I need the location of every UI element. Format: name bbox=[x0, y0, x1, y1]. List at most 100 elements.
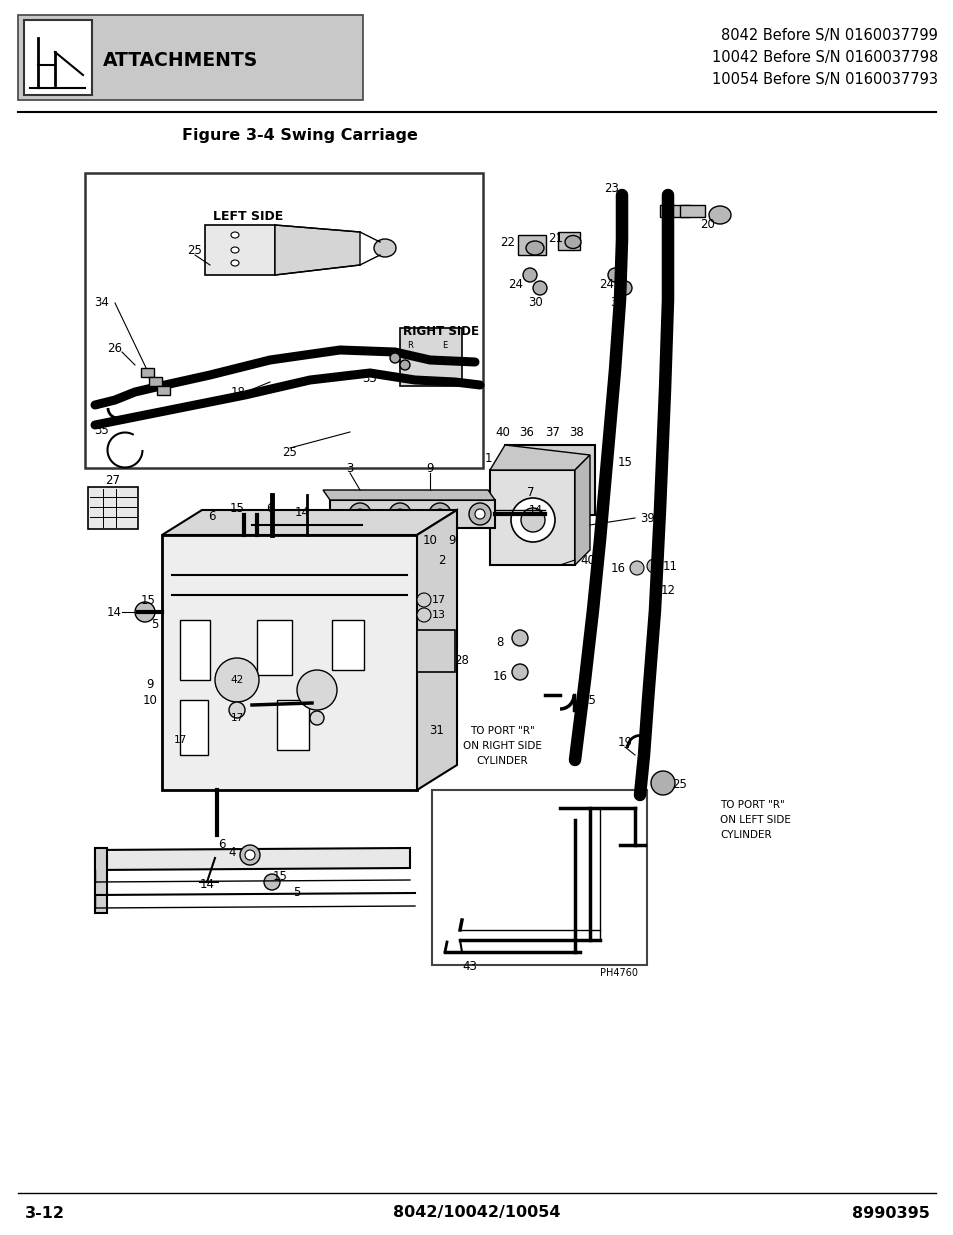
Text: 15: 15 bbox=[273, 869, 287, 883]
Text: 15: 15 bbox=[230, 501, 244, 515]
Text: 28: 28 bbox=[454, 653, 469, 667]
Bar bbox=[330, 500, 495, 529]
Text: 18: 18 bbox=[231, 387, 245, 399]
Circle shape bbox=[214, 658, 258, 701]
Text: ON LEFT SIDE: ON LEFT SIDE bbox=[720, 815, 790, 825]
Text: ON RIGHT SIDE: ON RIGHT SIDE bbox=[462, 741, 541, 751]
Ellipse shape bbox=[231, 247, 239, 253]
Circle shape bbox=[349, 503, 371, 525]
Bar bbox=[276, 700, 309, 750]
Text: 16: 16 bbox=[492, 669, 507, 683]
Text: 1: 1 bbox=[484, 452, 491, 464]
Ellipse shape bbox=[525, 241, 543, 254]
Bar bbox=[490, 471, 575, 564]
Circle shape bbox=[240, 845, 260, 864]
Polygon shape bbox=[274, 225, 359, 275]
Text: 3-12: 3-12 bbox=[25, 1205, 65, 1220]
Bar bbox=[157, 387, 170, 395]
Circle shape bbox=[512, 664, 527, 680]
Text: 25: 25 bbox=[672, 778, 687, 792]
Circle shape bbox=[429, 503, 451, 525]
Circle shape bbox=[564, 454, 575, 466]
Circle shape bbox=[296, 671, 336, 710]
Circle shape bbox=[512, 630, 527, 646]
Text: 7: 7 bbox=[527, 487, 535, 499]
Circle shape bbox=[435, 509, 444, 519]
Bar bbox=[162, 535, 416, 790]
Text: 30: 30 bbox=[610, 295, 625, 309]
Bar bbox=[149, 377, 162, 387]
Text: 10: 10 bbox=[142, 694, 157, 706]
Bar bbox=[659, 205, 689, 217]
Bar bbox=[256, 620, 292, 676]
Text: 17: 17 bbox=[230, 713, 243, 722]
Text: 8042/10042/10054: 8042/10042/10054 bbox=[393, 1205, 560, 1220]
Text: 16: 16 bbox=[610, 562, 625, 574]
Polygon shape bbox=[575, 454, 589, 564]
Ellipse shape bbox=[708, 206, 730, 224]
Text: 5: 5 bbox=[152, 619, 158, 631]
Text: 5: 5 bbox=[293, 885, 300, 899]
Circle shape bbox=[520, 508, 544, 532]
Circle shape bbox=[355, 509, 365, 519]
Circle shape bbox=[607, 268, 621, 282]
Text: 42: 42 bbox=[230, 676, 243, 685]
Text: LEFT SIDE: LEFT SIDE bbox=[213, 210, 283, 224]
Text: 31: 31 bbox=[429, 724, 444, 736]
Text: 35: 35 bbox=[94, 424, 110, 436]
Bar bbox=[517, 235, 545, 254]
Bar bbox=[416, 630, 455, 672]
Circle shape bbox=[416, 593, 431, 606]
Circle shape bbox=[469, 503, 491, 525]
Ellipse shape bbox=[374, 240, 395, 257]
Bar bbox=[85, 173, 482, 468]
Bar bbox=[332, 620, 364, 671]
Text: 6: 6 bbox=[218, 839, 226, 851]
Text: 2: 2 bbox=[437, 553, 445, 567]
Text: Figure 3-4 Swing Carriage: Figure 3-4 Swing Carriage bbox=[182, 128, 417, 143]
Text: E: E bbox=[442, 341, 447, 350]
Polygon shape bbox=[490, 445, 589, 471]
Text: 6: 6 bbox=[266, 501, 274, 515]
Text: 10054 Before S/N 0160037793: 10054 Before S/N 0160037793 bbox=[711, 72, 937, 86]
Text: R: R bbox=[407, 341, 413, 350]
Text: 25: 25 bbox=[581, 694, 596, 706]
Text: 9: 9 bbox=[426, 462, 434, 474]
Text: 24: 24 bbox=[508, 279, 523, 291]
Text: 36: 36 bbox=[519, 426, 534, 438]
Bar bbox=[558, 232, 579, 249]
Polygon shape bbox=[416, 510, 456, 790]
Text: 26: 26 bbox=[108, 342, 122, 354]
Text: 25: 25 bbox=[282, 447, 297, 459]
Bar bbox=[180, 700, 208, 755]
Circle shape bbox=[310, 711, 324, 725]
Text: 22: 22 bbox=[500, 236, 515, 248]
Text: 15: 15 bbox=[617, 456, 632, 468]
Text: 20: 20 bbox=[700, 219, 715, 231]
Circle shape bbox=[511, 498, 555, 542]
Ellipse shape bbox=[231, 261, 239, 266]
Polygon shape bbox=[95, 848, 410, 869]
Text: 9: 9 bbox=[146, 678, 153, 692]
Text: 14: 14 bbox=[107, 605, 122, 619]
Text: 14: 14 bbox=[528, 505, 542, 515]
Ellipse shape bbox=[231, 232, 239, 238]
Bar bbox=[141, 368, 153, 377]
Text: 9: 9 bbox=[448, 534, 456, 547]
Text: 17: 17 bbox=[173, 735, 187, 745]
Circle shape bbox=[533, 282, 546, 295]
Circle shape bbox=[135, 601, 154, 622]
Circle shape bbox=[264, 874, 280, 890]
Text: ATTACHMENTS: ATTACHMENTS bbox=[103, 51, 258, 69]
Text: CYLINDER: CYLINDER bbox=[720, 830, 771, 840]
Circle shape bbox=[399, 359, 410, 370]
Bar bbox=[399, 329, 461, 387]
Text: 38: 38 bbox=[569, 426, 584, 438]
Polygon shape bbox=[162, 510, 456, 535]
Text: 30: 30 bbox=[528, 295, 543, 309]
Text: 43: 43 bbox=[461, 960, 476, 973]
Text: 14: 14 bbox=[294, 506, 309, 520]
Text: 25: 25 bbox=[188, 243, 202, 257]
Text: 24: 24 bbox=[598, 279, 614, 291]
Circle shape bbox=[650, 771, 675, 795]
